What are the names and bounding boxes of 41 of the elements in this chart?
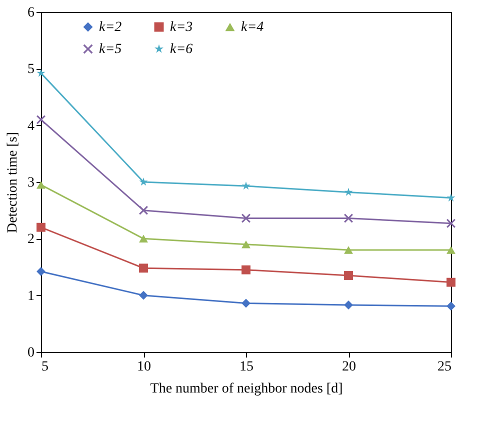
- y-tick-label: 1: [28, 288, 34, 304]
- y-tick-label: 3: [28, 176, 34, 190]
- point: [242, 240, 250, 248]
- y-tick-label: 6: [28, 6, 34, 20]
- point: [242, 298, 250, 308]
- point: [344, 188, 353, 196]
- y-tick-label: 4: [28, 118, 34, 134]
- legend-label: k=6: [170, 42, 193, 57]
- point: [344, 271, 353, 280]
- legend-label: k=2: [99, 20, 122, 35]
- x-tick-label: 10: [137, 360, 151, 374]
- point: [344, 214, 353, 223]
- point: [139, 178, 148, 186]
- point: [36, 222, 46, 232]
- point: [139, 234, 148, 243]
- y-axis-title: Detection time [s]: [6, 132, 20, 234]
- x-axis-title: The number of neighbor nodes [d]: [150, 382, 343, 396]
- point: [446, 246, 456, 254]
- point: [344, 246, 353, 254]
- legend-label: k=4: [241, 20, 264, 35]
- x-tick-label: 15: [240, 360, 254, 374]
- legend-label: k=3: [170, 20, 193, 35]
- x-tick-label: 25: [438, 360, 452, 374]
- point: [139, 264, 148, 273]
- legend-label: k=5: [99, 42, 122, 57]
- point: [36, 267, 46, 276]
- point: [344, 300, 353, 310]
- x-tick-label: 5: [42, 360, 48, 374]
- y-tick-label: 5: [28, 62, 34, 78]
- point: [242, 181, 250, 190]
- point: [36, 180, 46, 189]
- point: [446, 193, 456, 202]
- point: [139, 290, 148, 300]
- point: [36, 68, 46, 77]
- point: [446, 278, 456, 287]
- y-tick-label: 0: [28, 346, 34, 360]
- x-tick-label: 20: [342, 360, 356, 374]
- point: [446, 302, 456, 311]
- point: [242, 265, 250, 274]
- point: [242, 214, 250, 223]
- y-tick-label: 2: [28, 232, 34, 248]
